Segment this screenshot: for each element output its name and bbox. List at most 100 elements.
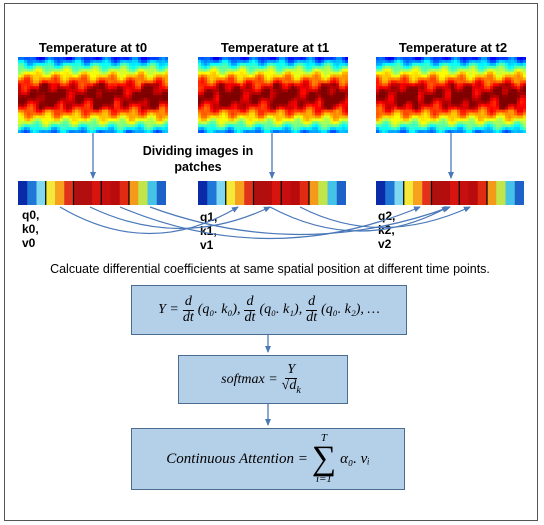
heatmap-cell <box>150 109 154 113</box>
heatmap-cell <box>84 80 88 84</box>
heatmap-cell <box>111 121 115 125</box>
heatmap-cell <box>403 68 407 72</box>
heatmap-cell <box>147 112 151 116</box>
heatmap-cell <box>303 65 307 69</box>
heatmap-cell <box>451 95 455 99</box>
heatmap-cell <box>514 103 518 107</box>
heatmap-cell <box>333 83 337 87</box>
heatmap-cell <box>150 74 154 78</box>
heatmap-cell <box>282 62 286 67</box>
heatmap-cell <box>60 62 64 67</box>
heatmap-cell <box>339 62 343 67</box>
heatmap-cell <box>36 115 40 119</box>
heatmap-cell <box>207 68 211 72</box>
heatmap-cell <box>210 89 214 93</box>
heatmap-cell <box>270 80 274 84</box>
heatmap-cell <box>324 127 328 131</box>
heatmap-cell <box>327 57 331 61</box>
heatmap-cell <box>63 109 67 113</box>
heatmap-cell <box>297 121 301 125</box>
heatmap-cell <box>33 121 37 125</box>
heatmap-cell <box>135 80 139 84</box>
heatmap-cell <box>418 74 422 78</box>
heatmap-cell <box>430 95 434 99</box>
heatmap-cell <box>243 83 247 87</box>
heatmap-cell <box>33 71 37 75</box>
heatmap-cell <box>312 112 316 116</box>
heatmap-cell <box>276 106 280 110</box>
heatmap-cell <box>523 89 526 93</box>
heatmap-cell <box>288 130 292 133</box>
heatmap-cell <box>228 77 232 81</box>
heatmap-cell <box>54 124 58 128</box>
heatmap-cell <box>261 97 265 102</box>
heatmap-cell <box>66 65 70 69</box>
heatmap-cell <box>126 77 130 81</box>
heatmap-cell <box>481 121 485 125</box>
heatmap-cell <box>439 100 443 105</box>
heatmap-cell <box>123 121 127 125</box>
heatmap-cell <box>135 83 139 87</box>
heatmap-cell <box>472 103 476 107</box>
heatmap-cell <box>150 106 154 110</box>
heatmap-cell <box>234 59 238 64</box>
heatmap-cell <box>54 100 58 105</box>
heatmap-cell <box>207 115 211 119</box>
heatmap-cell <box>433 80 437 84</box>
heatmap-cell <box>285 62 289 67</box>
heatmap-cell <box>463 92 467 96</box>
heatmap-cell <box>345 92 348 96</box>
heatmap-cell <box>21 83 25 87</box>
heatmap-cell <box>198 65 202 69</box>
heatmap-cell <box>406 62 410 67</box>
heatmap-cell <box>327 59 331 64</box>
heatmap-cell <box>45 77 49 81</box>
heatmap-cell <box>150 100 154 105</box>
heatmap-cell <box>472 68 476 72</box>
heatmap-cell <box>156 112 160 116</box>
heatmap-cell <box>165 95 168 99</box>
heatmap-cell <box>415 92 419 96</box>
heatmap-cell <box>126 80 130 84</box>
heatmap-cell <box>99 68 103 72</box>
heatmap-cell <box>466 92 470 96</box>
heatmap-cell <box>273 77 277 81</box>
heatmap-cell <box>51 118 55 122</box>
heatmap-cell <box>484 62 488 67</box>
heatmap-cell <box>54 80 58 84</box>
heatmap-cell <box>111 124 115 128</box>
heatmap-cell <box>39 59 43 64</box>
heatmap-cell <box>288 109 292 113</box>
heatmap-cell <box>330 83 334 87</box>
heatmap-cell <box>306 118 310 122</box>
heatmap-cell <box>228 62 232 67</box>
heatmap-cell <box>63 89 67 93</box>
heatmap-cell <box>342 59 346 64</box>
heatmap-cell <box>391 74 395 78</box>
heatmap-cell <box>237 59 241 64</box>
heatmap-cell <box>249 65 253 69</box>
heatmap-cell <box>237 62 241 67</box>
heatmap-cell <box>66 95 70 99</box>
heatmap-cell <box>487 83 491 87</box>
heatmap-cell <box>156 89 160 93</box>
heatmap-cell <box>400 112 404 116</box>
heatmap-cell <box>409 59 413 64</box>
heatmap-cell <box>421 71 425 75</box>
heatmap-cell <box>318 124 322 128</box>
heatmap-cell <box>207 103 211 107</box>
heatmap-cell <box>84 83 88 87</box>
heatmap-cell <box>321 118 325 122</box>
heatmap-cell <box>439 71 443 75</box>
heatmap-cell <box>502 68 506 72</box>
heatmap-cell <box>129 59 133 64</box>
heatmap-cell <box>403 74 407 78</box>
heatmap-cell <box>391 106 395 110</box>
heatmap-cell <box>249 92 253 96</box>
derivative-fraction-3: d dt <box>306 293 318 325</box>
heatmap-cell <box>412 71 416 75</box>
heatmap-cell <box>276 92 280 96</box>
heatmap-cell <box>66 74 70 78</box>
heatmap-cell <box>484 68 488 72</box>
patch-cell <box>27 181 37 205</box>
